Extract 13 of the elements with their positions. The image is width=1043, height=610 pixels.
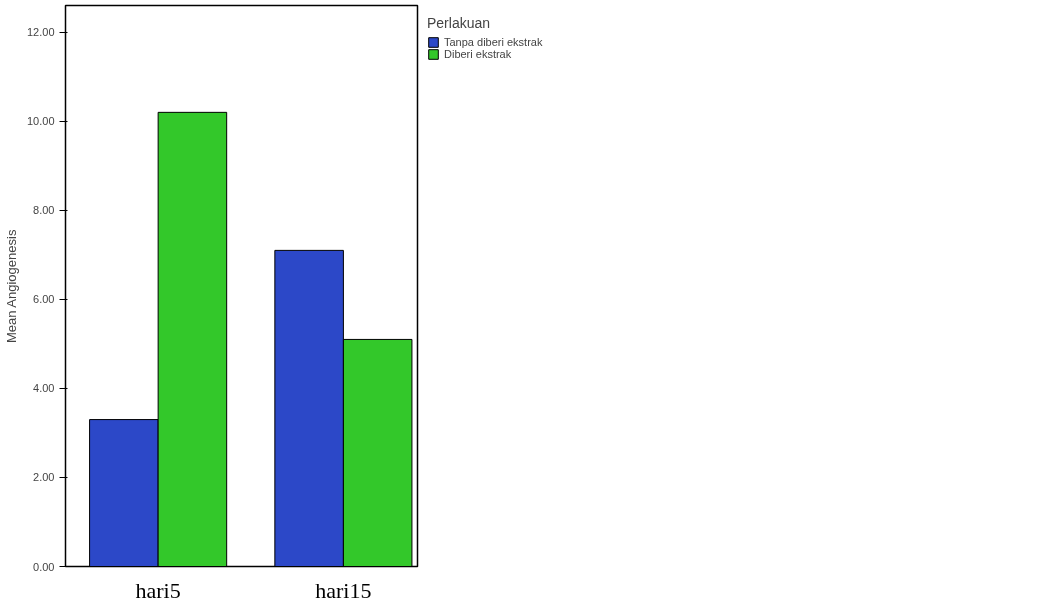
y-tick-label: 6.00	[33, 293, 55, 306]
y-tick-label: 0.00	[33, 560, 55, 573]
y-tick-label: 8.00	[33, 204, 55, 217]
legend-title: Perlakuan	[427, 15, 492, 31]
x-tick-label: hari5	[135, 577, 181, 603]
legend-label: Diberi ekstrak	[444, 48, 512, 60]
y-axis-title: Mean Angiogenesis	[3, 229, 19, 344]
y-tick-label: 2.00	[33, 471, 55, 484]
y-tick-label: 10.00	[26, 115, 55, 128]
legend-label: Tanpa diberi ekstrak	[444, 36, 543, 48]
x-tick-label: hari15	[315, 577, 372, 603]
y-tick-label: 4.00	[33, 382, 55, 395]
y-tick-label: 12.00	[26, 26, 55, 39]
